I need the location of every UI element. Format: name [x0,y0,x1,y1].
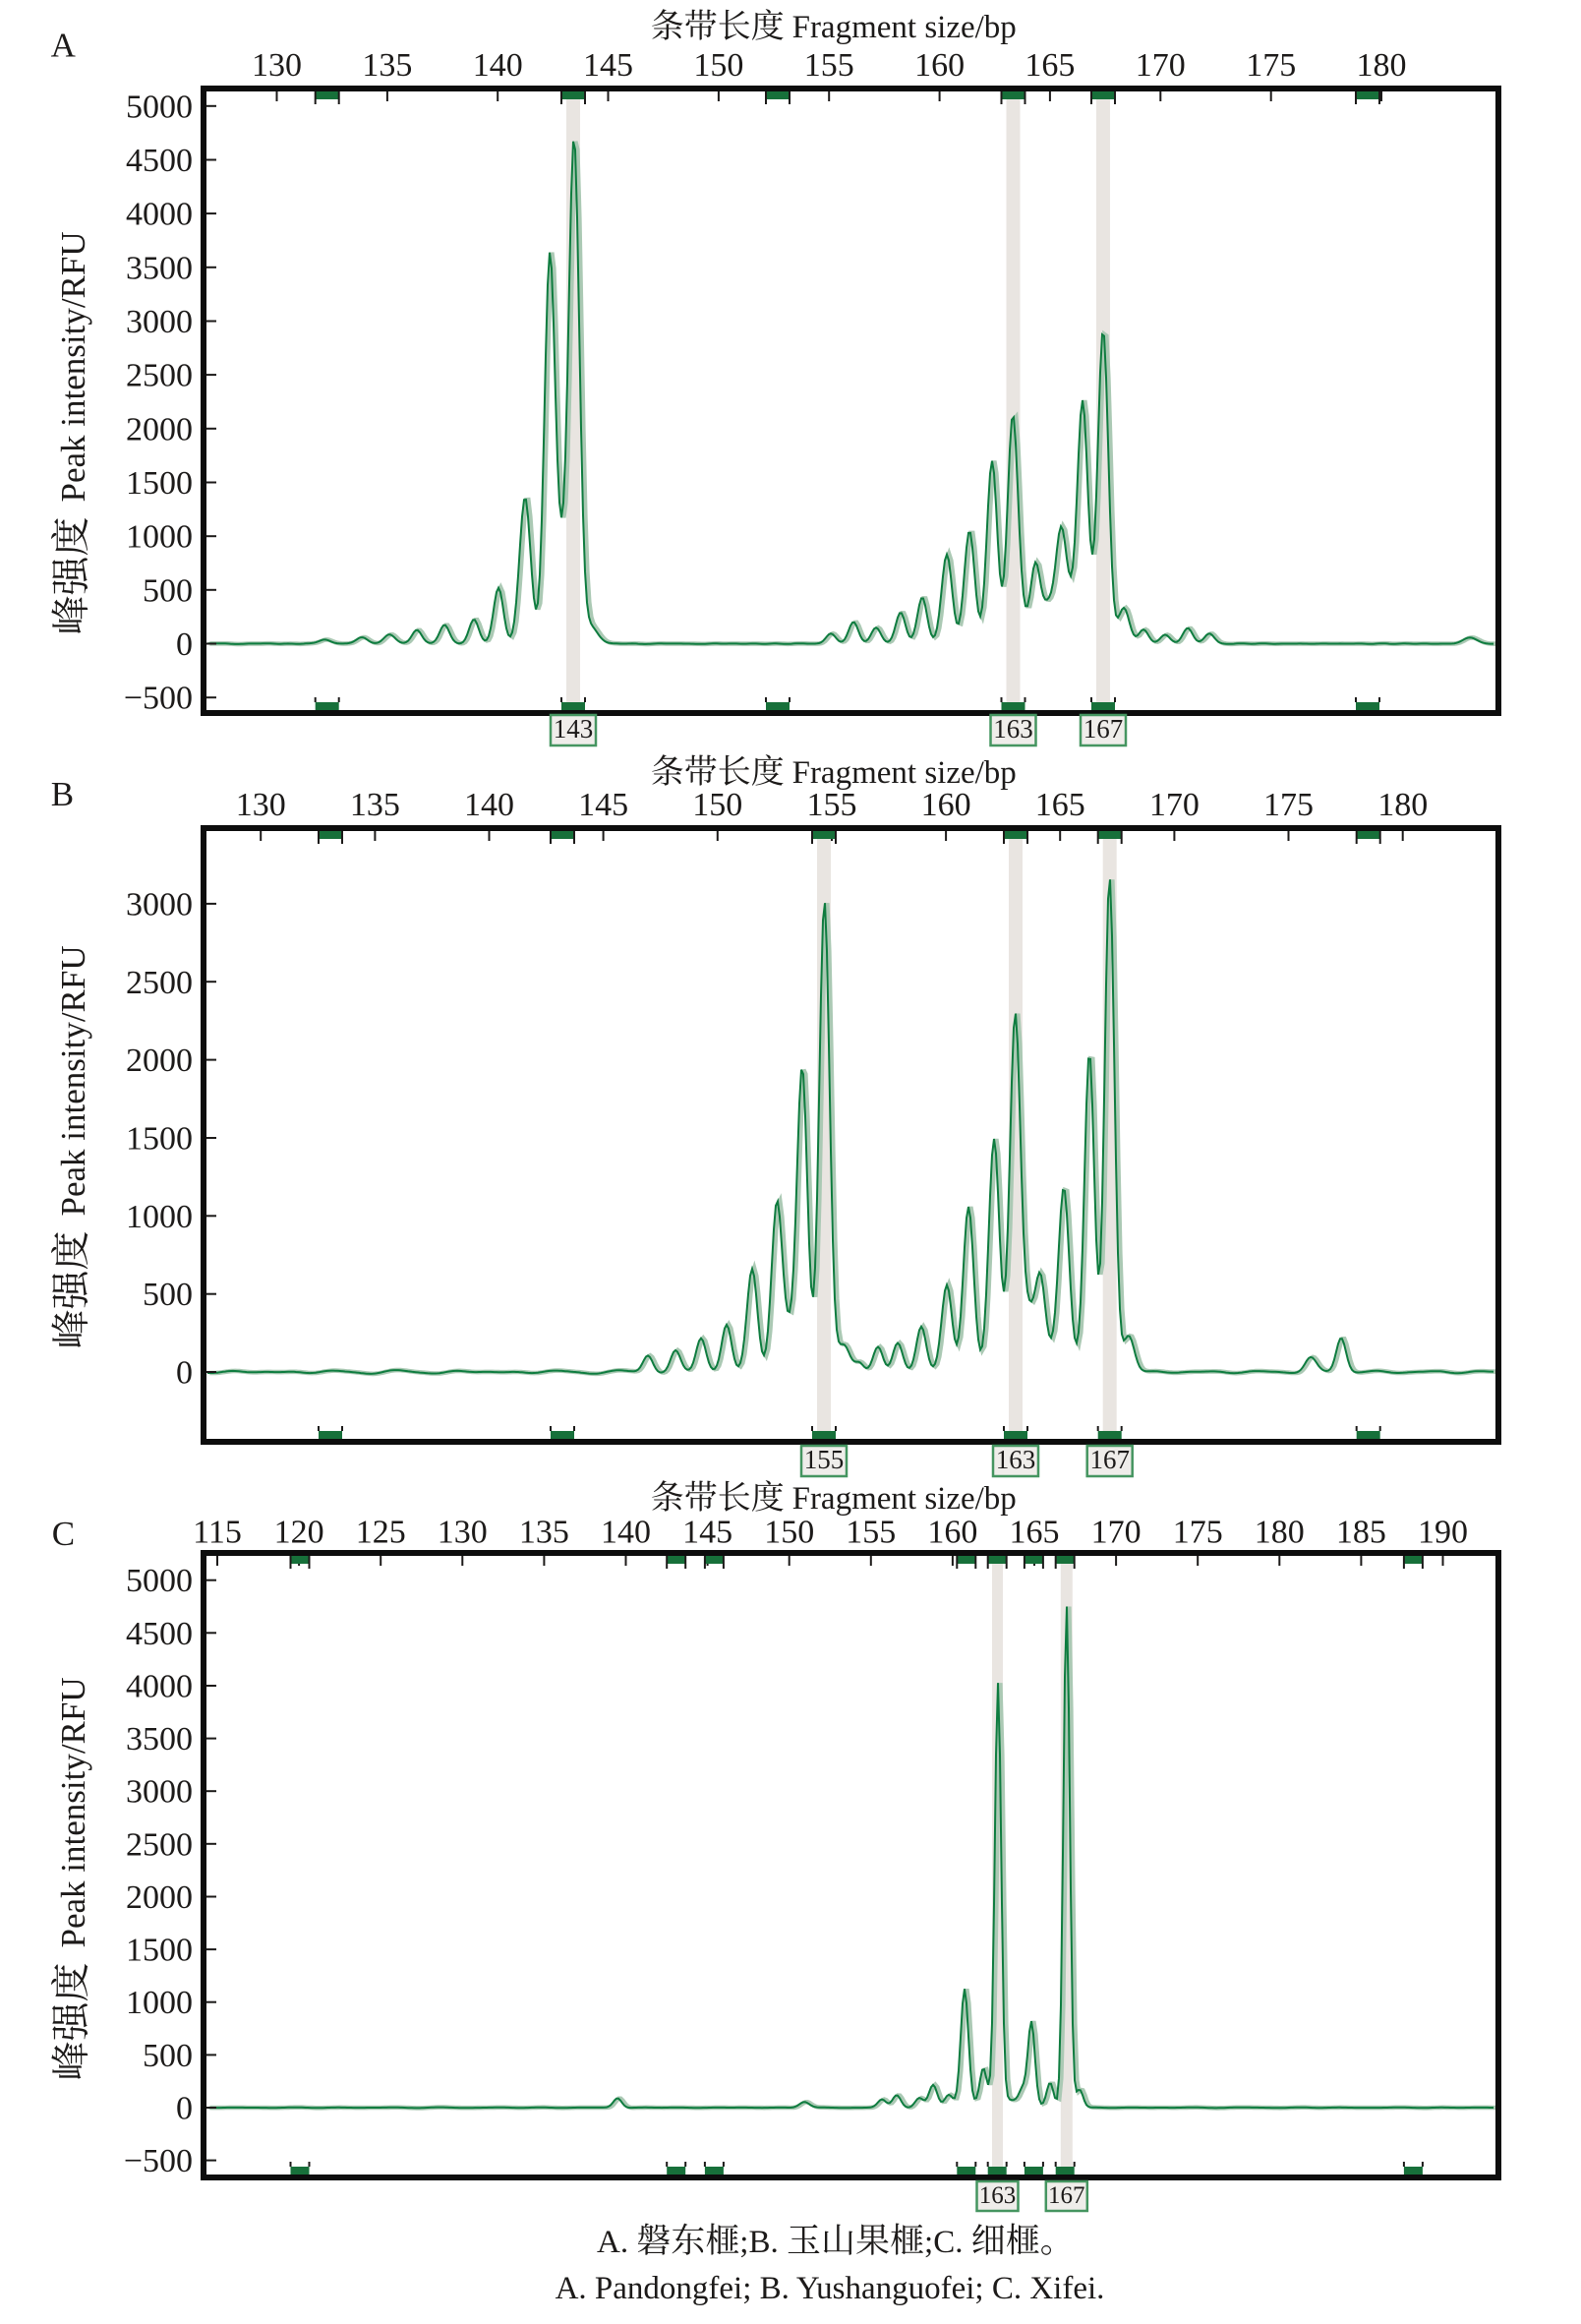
svg-text:155: 155 [804,1445,845,1474]
svg-text:1000: 1000 [126,1199,193,1235]
svg-text:;: ; [739,2225,748,2260]
svg-text:145: 145 [682,1515,732,1551]
svg-text:130: 130 [252,47,302,84]
svg-text:4500: 4500 [126,1616,193,1652]
svg-text:125: 125 [356,1515,406,1551]
svg-text:Peak intensity/RFU: Peak intensity/RFU [54,1677,92,1947]
svg-text:170: 170 [1149,787,1200,823]
svg-text:155: 155 [804,47,854,84]
svg-text:2000: 2000 [126,1879,193,1916]
svg-text:145: 145 [578,787,628,823]
svg-text:1500: 1500 [126,1121,193,1158]
svg-text:130: 130 [438,1515,488,1551]
svg-text:140: 140 [473,47,523,84]
svg-text:3000: 3000 [126,1774,193,1811]
svg-text:143: 143 [554,714,594,744]
svg-text:2000: 2000 [126,1043,193,1079]
svg-text:165: 165 [1025,47,1075,84]
svg-text:500: 500 [143,572,193,609]
svg-text:135: 135 [350,787,400,823]
svg-text:Fragment size/bp: Fragment size/bp [792,1481,1017,1517]
svg-text:180: 180 [1377,787,1428,823]
svg-text:140: 140 [601,1515,651,1551]
svg-text:−500: −500 [124,681,193,717]
svg-text:1000: 1000 [126,519,193,556]
svg-text:1000: 1000 [126,1985,193,2021]
svg-text:2000: 2000 [126,411,193,447]
svg-text:115: 115 [193,1515,242,1551]
svg-text:2500: 2500 [126,1826,193,1863]
svg-text:170: 170 [1091,1515,1142,1551]
svg-text:180: 180 [1357,47,1407,84]
svg-text:B.: B. [749,2225,788,2260]
svg-text:185: 185 [1336,1515,1386,1551]
svg-text:135: 135 [519,1515,569,1551]
svg-text:175: 175 [1246,47,1296,84]
svg-text:167: 167 [1089,1445,1130,1474]
svg-text:0: 0 [176,2091,193,2127]
svg-text:140: 140 [464,787,514,823]
svg-text:4000: 4000 [126,1669,193,1705]
svg-text:C.: C. [933,2225,971,2260]
svg-text:Peak intensity/RFU: Peak intensity/RFU [54,231,92,502]
svg-text:A.: A. [597,2225,636,2260]
svg-text:167: 167 [1048,2182,1085,2209]
svg-text:165: 165 [1010,1515,1060,1551]
svg-text:145: 145 [583,47,633,84]
svg-text:500: 500 [143,2038,193,2074]
svg-text:B: B [51,775,74,813]
svg-text:130: 130 [236,787,286,823]
svg-text:150: 150 [692,787,742,823]
svg-text:160: 160 [927,1515,977,1551]
svg-text:160: 160 [914,47,965,84]
svg-text:135: 135 [362,47,412,84]
svg-text:−500: −500 [124,2143,193,2179]
svg-text:163: 163 [979,2182,1017,2209]
svg-text:160: 160 [921,787,971,823]
svg-text:500: 500 [143,1277,193,1313]
svg-text:165: 165 [1035,787,1085,823]
svg-text:3500: 3500 [126,250,193,286]
svg-text:150: 150 [693,47,743,84]
svg-text:Fragment size/bp: Fragment size/bp [792,755,1017,791]
svg-text:2500: 2500 [126,965,193,1001]
svg-text:Peak intensity/RFU: Peak intensity/RFU [54,945,92,1216]
svg-text:Fragment size/bp: Fragment size/bp [792,10,1017,45]
svg-text:A. Pandongfei; B. Yushanguofei: A. Pandongfei; B. Yushanguofei; C. Xifei… [556,2271,1105,2306]
svg-text:4500: 4500 [126,143,193,179]
svg-text:1500: 1500 [126,1933,193,1969]
svg-text:C: C [52,1515,75,1553]
svg-text:175: 175 [1263,787,1314,823]
svg-text:155: 155 [807,787,857,823]
svg-text:175: 175 [1173,1515,1223,1551]
svg-text:5000: 5000 [126,89,193,125]
svg-text:120: 120 [274,1515,324,1551]
svg-text:155: 155 [846,1515,896,1551]
svg-text:180: 180 [1255,1515,1305,1551]
svg-text:0: 0 [176,626,193,663]
svg-text:150: 150 [764,1515,814,1551]
svg-text:A: A [51,26,77,64]
svg-text:;: ; [924,2225,933,2260]
svg-text:163: 163 [996,1445,1036,1474]
svg-text:0: 0 [176,1355,193,1392]
svg-text:5000: 5000 [126,1563,193,1599]
svg-text:3000: 3000 [126,886,193,923]
svg-text:3500: 3500 [126,1721,193,1758]
svg-text:1500: 1500 [126,465,193,502]
svg-text:190: 190 [1418,1515,1468,1551]
svg-text:170: 170 [1136,47,1186,84]
svg-text:163: 163 [993,714,1033,744]
svg-text:4000: 4000 [126,197,193,233]
svg-text:3000: 3000 [126,304,193,340]
svg-text:167: 167 [1083,714,1124,744]
svg-text:2500: 2500 [126,358,193,394]
